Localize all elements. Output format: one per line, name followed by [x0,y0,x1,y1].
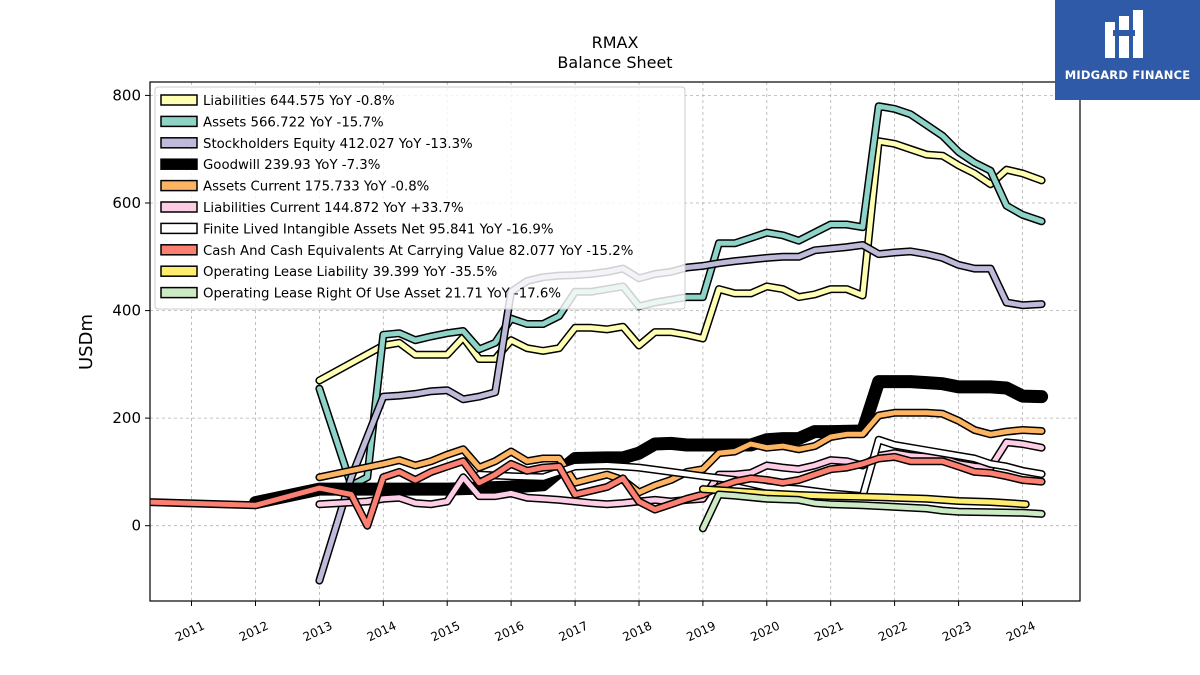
legend: Liabilities 644.575 YoY -0.8% Assets 566.… [154,86,686,310]
series-cash-and-cash-equivalents-at-carrying-value [150,452,1046,530]
series-line [700,486,1029,507]
legend-item: Operating Lease Right Of Use Asset 21.71… [160,286,561,302]
series-line [700,492,1045,531]
legend-swatch [160,286,198,299]
y-tick-label: 400 [112,302,141,320]
legend-label: Assets 566.722 YoY -15.7% [203,115,384,130]
series-lines [150,102,1049,585]
legend-label: Liabilities Current 144.872 YoY +33.7% [203,201,464,216]
legend-item: Operating Lease Liability 39.399 YoY -35… [160,265,497,280]
legend-box [154,86,686,310]
series-line [150,454,1045,529]
x-tick-label: 2013 [301,619,335,645]
y-tick-label: 800 [112,86,141,104]
x-tick-label: 2017 [557,619,591,645]
legend-swatch [160,94,198,106]
series-stockholders-equity [315,241,1046,585]
y-tick-label: 0 [131,517,141,535]
chart-subtitle: Balance Sheet [557,53,672,72]
plot-frame [149,81,1081,602]
series-line [316,242,1045,584]
y-tick-label: 600 [112,194,141,212]
x-tick-label: 2011 [173,619,207,645]
legend-swatch [160,265,198,277]
legend-item: Cash And Cash Equivalents At Carrying Va… [160,244,633,259]
legend-label: Assets Current 175.733 YoY -0.8% [203,180,429,195]
legend-item: Liabilities Current 144.872 YoY +33.7% [160,201,464,216]
legend-item: Liabilities 644.575 YoY -0.8% [160,94,395,109]
y-axis-label: USDm [76,314,97,370]
legend-item: Assets Current 175.733 YoY -0.8% [160,179,429,195]
legend-item: Stockholders Equity 412.027 YoY -13.3% [160,137,473,152]
x-tick-label: 2016 [493,619,527,645]
x-tick-label: 2022 [876,619,910,645]
x-tick-label: 2018 [620,619,654,645]
brand-logo: MIDGARD FINANCE [1055,0,1200,100]
series-assets-current [315,408,1046,497]
legend-item: Goodwill 239.93 YoY -7.3% [160,158,380,173]
brand-name: MIDGARD FINANCE [1064,68,1191,82]
series-operating-lease-right-of-use-asset [698,490,1046,533]
x-tick-label: 2015 [429,619,463,645]
legend-swatch [160,201,198,213]
legend-item: Finite Lived Intangible Assets Net 95.84… [160,222,553,237]
x-tick-label: 2014 [365,619,399,645]
series-line [316,138,1045,383]
series-operating-lease-liability [698,485,1030,509]
series-line [476,437,1045,499]
legend-swatch [160,222,198,235]
legend-label: Liabilities 644.575 YoY -0.8% [203,94,395,109]
series-finite-lived-intangible-assets-net [475,435,1046,501]
legend-item: Assets 566.722 YoY -15.7% [160,115,384,130]
legend-swatch [160,244,198,256]
series-line [316,103,1045,488]
legend-label: Operating Lease Right Of Use Asset 21.71… [203,287,561,302]
x-tick-label: 2021 [812,619,846,645]
legend-label: Finite Lived Intangible Assets Net 95.84… [203,222,553,237]
chart-title: RMAX [592,33,639,52]
legend-swatch [160,179,198,192]
x-tick-label: 2019 [684,619,718,645]
legend-label: Goodwill 239.93 YoY -7.3% [203,158,380,173]
series-liabilities [315,137,1046,385]
legend-swatch [160,158,198,170]
series-assets [315,102,1046,490]
legend-label: Stockholders Equity 412.027 YoY -13.3% [203,137,473,152]
x-tick-label: 2020 [748,619,782,645]
x-tick-label: 2023 [940,619,974,645]
legend-label: Cash And Cash Equivalents At Carrying Va… [203,244,633,259]
x-tick-label: 2012 [237,619,271,645]
legend-swatch [160,115,198,128]
y-tick-label: 200 [112,409,141,427]
series-line [316,410,1045,495]
x-tick-label: 2024 [1004,619,1038,645]
legend-label: Operating Lease Liability 39.399 YoY -35… [203,265,497,280]
legend-swatch [160,137,198,149]
brand-mark-icon [1105,10,1143,58]
